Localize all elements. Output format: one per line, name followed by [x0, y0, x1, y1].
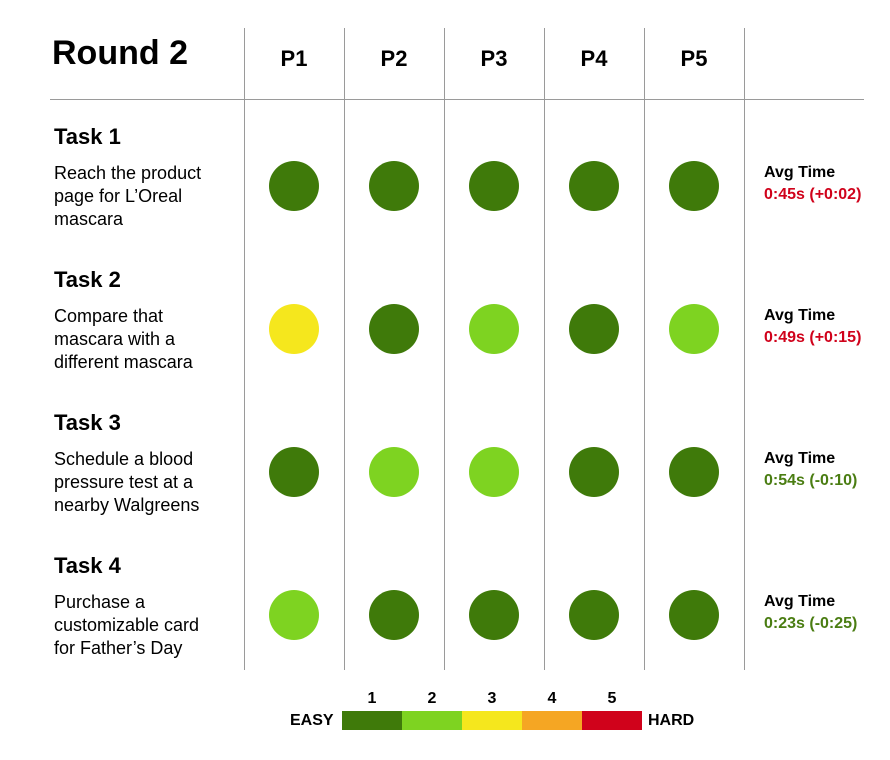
column-divider — [744, 28, 745, 670]
rating-dot — [669, 590, 719, 640]
legend-level-number: 5 — [607, 690, 617, 707]
rating-dot — [269, 447, 319, 497]
rating-dot — [469, 447, 519, 497]
task-description-line: different mascara — [54, 352, 193, 372]
task-description-line: customizable card — [54, 615, 200, 635]
avg-time-label: Avg Time — [764, 164, 836, 181]
rating-dot — [569, 590, 619, 640]
task-description-line: Reach the product — [54, 163, 202, 183]
avg-time-value: 0:23s (-0:25) — [764, 615, 858, 632]
participant-header-p1: P1 — [280, 46, 308, 71]
legend-level-number: 2 — [427, 690, 437, 707]
participant-header-p3: P3 — [480, 46, 508, 71]
rating-dot — [569, 304, 619, 354]
legend-level-number: 3 — [487, 690, 497, 707]
rating-dot — [369, 447, 419, 497]
rating-dot — [269, 304, 319, 354]
task-description-line: pressure test at a — [54, 472, 194, 492]
avg-time-label: Avg Time — [764, 307, 836, 324]
task-description: Reach the product page for L’Oreal mascara — [54, 162, 239, 231]
participant-header-p4: P4 — [580, 46, 608, 71]
rating-dot — [469, 304, 519, 354]
task-title: Task 4 — [54, 553, 121, 578]
task-description-line: for Father’s Day — [54, 638, 183, 658]
column-divider — [244, 28, 245, 670]
legend-swatch — [462, 711, 522, 730]
task-description-line: Compare that — [54, 306, 164, 326]
task-title: Task 1 — [54, 124, 121, 149]
header-divider — [50, 99, 864, 100]
participant-header-p5: P5 — [680, 46, 708, 71]
avg-time-label: Avg Time — [764, 593, 836, 610]
rating-dot — [469, 161, 519, 211]
rating-dot — [669, 161, 719, 211]
legend-hard-label: HARD — [648, 712, 695, 729]
column-divider — [544, 28, 545, 670]
task-description: Purchase a customizable card for Father’s … — [54, 591, 239, 660]
column-divider — [444, 28, 445, 670]
rating-dot — [269, 161, 319, 211]
task-title: Task 2 — [54, 267, 121, 292]
legend-swatch — [582, 711, 642, 730]
rating-dot — [369, 590, 419, 640]
rating-dot — [369, 304, 419, 354]
column-divider — [344, 28, 345, 670]
legend-level-number: 4 — [547, 690, 557, 707]
page-title: Round 2 — [52, 34, 188, 72]
task-title: Task 3 — [54, 410, 121, 435]
task-description: Schedule a blood pressure test at a nearby… — [54, 448, 239, 517]
avg-time-value: 0:54s (-0:10) — [764, 472, 858, 489]
avg-time-value: 0:49s (+0:15) — [764, 329, 862, 346]
avg-time-value: 0:45s (+0:02) — [764, 186, 862, 203]
avg-time-label: Avg Time — [764, 450, 836, 467]
participant-header-p2: P2 — [380, 46, 408, 71]
task-description-line: Purchase a — [54, 592, 146, 612]
task-description-line: nearby Walgreens — [54, 495, 200, 515]
column-divider — [644, 28, 645, 670]
rating-dot — [669, 447, 719, 497]
rating-dot — [269, 590, 319, 640]
task-description-line: Schedule a blood — [54, 449, 194, 469]
task-description: Compare that mascara with a different masc… — [54, 305, 239, 374]
task-description-line: mascara with a — [54, 329, 176, 349]
legend-swatch — [342, 711, 402, 730]
legend-easy-label: EASY — [290, 712, 334, 729]
legend-swatch — [522, 711, 582, 730]
task-description-line: page for L’Oreal — [54, 186, 183, 206]
rating-dot — [569, 447, 619, 497]
legend-swatch — [402, 711, 462, 730]
rating-dot — [669, 304, 719, 354]
legend-level-number: 1 — [367, 690, 377, 707]
rating-dot — [569, 161, 619, 211]
rating-dot — [369, 161, 419, 211]
task-description-line: mascara — [54, 209, 124, 229]
rating-dot — [469, 590, 519, 640]
